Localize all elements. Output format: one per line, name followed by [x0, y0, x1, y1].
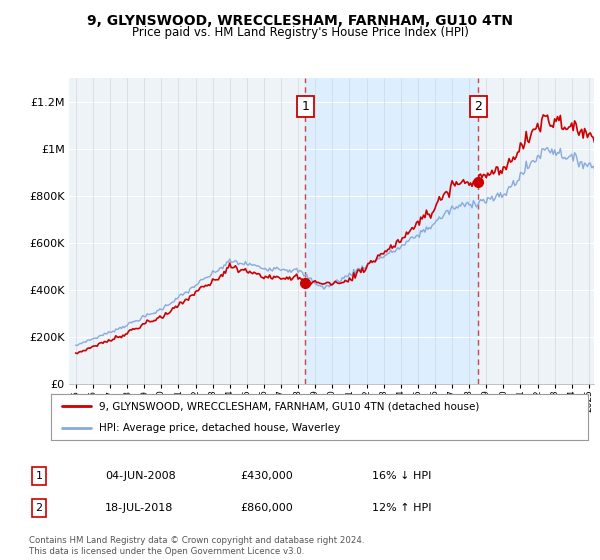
- Text: 04-JUN-2008: 04-JUN-2008: [105, 471, 176, 481]
- Text: 9, GLYNSWOOD, WRECCLESHAM, FARNHAM, GU10 4TN: 9, GLYNSWOOD, WRECCLESHAM, FARNHAM, GU10…: [87, 14, 513, 28]
- Text: 9, GLYNSWOOD, WRECCLESHAM, FARNHAM, GU10 4TN (detached house): 9, GLYNSWOOD, WRECCLESHAM, FARNHAM, GU10…: [100, 401, 480, 411]
- Text: 16% ↓ HPI: 16% ↓ HPI: [372, 471, 431, 481]
- Text: 18-JUL-2018: 18-JUL-2018: [105, 503, 173, 513]
- Text: HPI: Average price, detached house, Waverley: HPI: Average price, detached house, Wave…: [100, 423, 341, 433]
- Text: 2: 2: [475, 100, 482, 113]
- Text: £860,000: £860,000: [240, 503, 293, 513]
- Text: 12% ↑ HPI: 12% ↑ HPI: [372, 503, 431, 513]
- Text: 1: 1: [301, 100, 309, 113]
- Text: 1: 1: [35, 471, 43, 481]
- Text: £430,000: £430,000: [240, 471, 293, 481]
- Bar: [305, 78, 478, 384]
- Text: Price paid vs. HM Land Registry's House Price Index (HPI): Price paid vs. HM Land Registry's House …: [131, 26, 469, 39]
- Text: Contains HM Land Registry data © Crown copyright and database right 2024.
This d: Contains HM Land Registry data © Crown c…: [29, 536, 364, 556]
- Text: 2: 2: [35, 503, 43, 513]
